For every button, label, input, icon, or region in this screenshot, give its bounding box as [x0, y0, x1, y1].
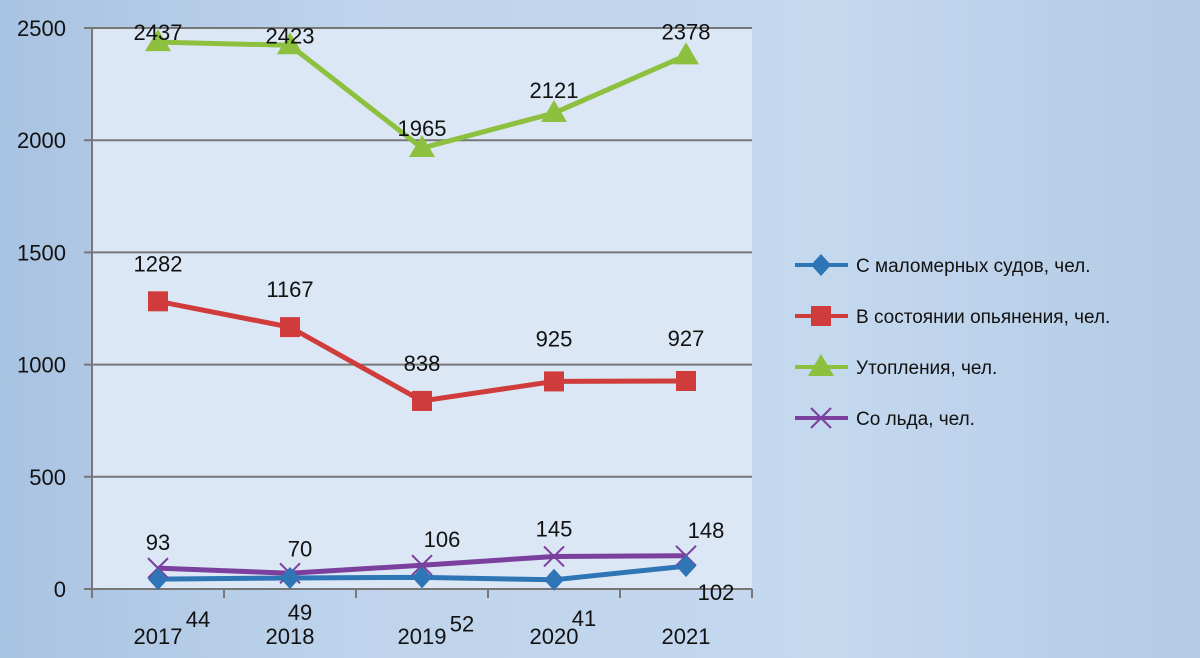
- data-point: [280, 567, 300, 590]
- data-label: 44: [186, 607, 210, 632]
- y-tick-label: 1500: [17, 240, 66, 265]
- data-label: 1965: [398, 116, 447, 141]
- x-tick-label: 2020: [530, 624, 579, 649]
- data-point: [148, 291, 168, 312]
- data-point: [544, 371, 564, 392]
- data-point: [676, 555, 696, 578]
- data-label: 2121: [530, 78, 579, 103]
- data-point: [673, 42, 699, 65]
- legend-label: Утопления, чел.: [856, 358, 997, 379]
- x-stroke: [411, 554, 433, 576]
- data-label: 41: [572, 606, 596, 631]
- data-point: [412, 566, 432, 589]
- data-label: 927: [668, 326, 705, 351]
- data-point: [277, 32, 303, 55]
- data-label: 2437: [134, 20, 183, 45]
- x-stroke: [543, 545, 565, 568]
- data-label: 148: [688, 518, 725, 543]
- y-tick-label: 2000: [17, 128, 66, 153]
- data-label: 93: [146, 530, 170, 555]
- data-label: 70: [288, 536, 312, 561]
- data-label: 2423: [266, 23, 315, 48]
- data-point: [409, 135, 435, 158]
- data-label: 925: [536, 326, 573, 351]
- data-point: [543, 545, 565, 568]
- legend-marker: [811, 306, 831, 326]
- y-tick-label: 0: [54, 577, 66, 602]
- x-tick-label: 2017: [134, 624, 183, 649]
- legend-marker: [811, 254, 831, 276]
- data-point: [412, 390, 432, 411]
- y-tick-label: 500: [29, 465, 66, 490]
- x-tick-label: 2018: [266, 624, 315, 649]
- y-tick-label: 2500: [17, 16, 66, 41]
- data-label: 102: [698, 580, 735, 605]
- legend-marker: [810, 407, 832, 429]
- data-label: 2378: [662, 19, 711, 44]
- data-point: [148, 568, 168, 591]
- data-point: [541, 100, 567, 123]
- data-label: 145: [536, 516, 573, 541]
- x-stroke: [810, 407, 832, 429]
- data-point: [544, 568, 564, 591]
- data-label: 838: [404, 351, 441, 376]
- data-point: [145, 29, 171, 52]
- data-point: [411, 554, 433, 576]
- legend-marker: [808, 354, 834, 376]
- y-tick-label: 1000: [17, 353, 66, 378]
- data-label: 52: [450, 611, 474, 636]
- data-label: 1282: [134, 251, 183, 276]
- data-label: 106: [424, 527, 461, 552]
- data-point: [280, 317, 300, 338]
- legend-label: Со льда, чел.: [856, 409, 975, 430]
- x-tick-label: 2021: [662, 624, 711, 649]
- data-label: 1167: [266, 277, 313, 302]
- legend-label: С маломерных судов, чел.: [856, 256, 1091, 277]
- legend-label: В состоянии опьянения, чел.: [856, 307, 1110, 328]
- data-point: [676, 370, 696, 391]
- x-tick-label: 2019: [398, 624, 447, 649]
- data-label: 49: [288, 600, 312, 625]
